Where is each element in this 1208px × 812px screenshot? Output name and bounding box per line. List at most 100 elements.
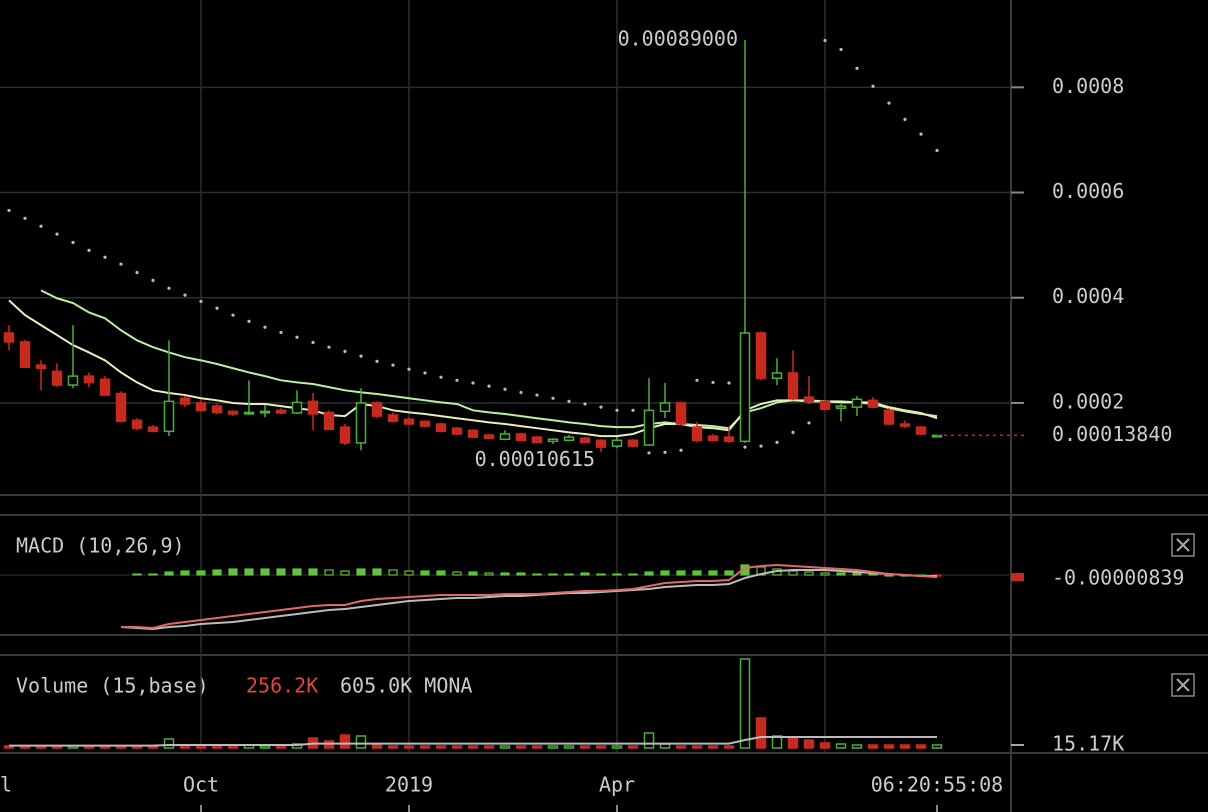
sar-dot [775,440,779,444]
sar-dot [423,371,427,375]
sar-dot [743,445,747,449]
volume-bar [179,745,191,749]
volume-bar [483,745,495,749]
candle-body [51,370,63,386]
macd-title: MACD (10,26,9) [16,534,185,558]
macd-histogram-bar [404,570,414,576]
macd-histogram-bar [308,568,318,576]
sar-dot [823,38,827,43]
volume-bar [691,745,703,749]
sar-dot [455,378,459,382]
sar-dot [919,132,923,136]
macd-histogram-bar [788,570,798,576]
candle-body [211,405,223,414]
volume-bar [403,745,415,749]
volume-bar [435,745,447,749]
candle-body [403,418,415,425]
sar-dot [295,335,299,339]
candle-body [371,402,383,417]
sar-dot [759,444,763,448]
macd-histogram-bar [500,572,510,576]
candle-body [755,332,767,379]
candle-body [627,439,639,447]
volume-bar [195,745,207,749]
volume-bar [467,745,479,749]
volume-bar [275,745,287,749]
volume-bar [915,744,927,749]
moving-average [8,299,938,438]
volume-bar [211,745,223,749]
candle-body [739,332,751,443]
close-icon[interactable] [1176,678,1190,692]
volume-bar [339,734,351,749]
candle-body [595,439,607,448]
candle-body [339,426,351,444]
candle-body [723,436,735,443]
sar-dot [567,399,571,403]
candle-body [243,411,255,415]
sar-dot [87,248,91,252]
sar-dot [359,354,363,358]
close-box[interactable] [1171,533,1195,557]
macd-histogram-bar [516,572,526,576]
macd-histogram-bar [244,568,254,576]
sar-dot [503,387,507,391]
candle-body [19,341,31,368]
candle-body [227,410,239,415]
candle-body [163,400,175,433]
volume-bar [371,744,383,749]
macd-histogram-bar [324,569,334,576]
candle-body [803,396,815,403]
candle-body [547,438,559,443]
candle-body [387,414,399,423]
close-icon[interactable] [1176,538,1190,552]
candle-body [899,423,911,427]
volume-bar [579,745,591,749]
candle-body [579,437,591,444]
volume-header-value: 256.2K [246,674,318,698]
candle-body [691,426,703,442]
sar-dot [135,270,139,275]
sar-dot [279,330,283,335]
volume-bar [547,745,559,749]
last-price-label: 0.00013840 [1052,422,1172,446]
sar-dot [327,345,331,349]
macd-histogram-bar [292,568,302,576]
volume-bar [531,745,543,749]
candle-body [835,405,847,409]
x-tick-label: Apr [599,773,635,797]
volume-bar [899,744,911,749]
sar-dot [311,340,315,345]
sar-dot [407,367,411,371]
y-tick-label: 0.0006 [1052,179,1124,203]
high-label: 0.00089000 [618,26,738,50]
sar-dot [519,390,523,395]
close-button[interactable] [1171,533,1195,557]
macd-histogram-bar [724,570,734,576]
macd-histogram-bar [580,572,590,576]
sar-dot [55,232,59,236]
macd-histogram-bar [532,573,542,576]
y-tick-label: 0.0002 [1052,389,1124,413]
candle-body [483,434,495,439]
volume-bar [419,745,431,749]
volume-bar [835,743,847,749]
candle-body [419,420,431,427]
candle-body [67,375,79,386]
macd-histogram-bar [692,570,702,576]
macd-histogram-bar [212,569,222,576]
volume-bar [627,745,639,749]
candle-body [531,436,543,444]
sar-dot [103,255,107,259]
macd-histogram-bar [564,573,574,576]
candle-body [611,439,623,447]
close-box[interactable] [1171,673,1195,697]
close-button[interactable] [1171,673,1195,697]
candle-body [643,409,655,446]
candle-body [451,427,463,435]
candle-body [99,378,111,396]
sar-dot [887,101,891,105]
candle-body [147,426,159,433]
volume-bar [355,735,367,749]
